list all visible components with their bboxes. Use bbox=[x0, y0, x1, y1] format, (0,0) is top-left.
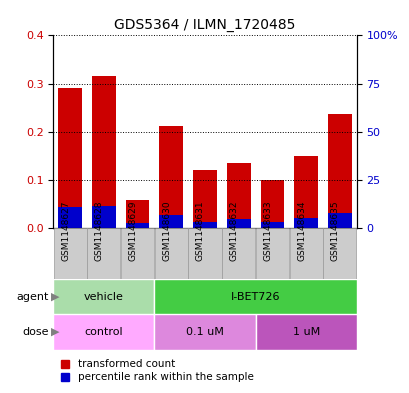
Text: GSM1148628: GSM1148628 bbox=[94, 200, 103, 261]
Text: GSM1148629: GSM1148629 bbox=[128, 200, 137, 261]
Bar bbox=[327, 213, 351, 228]
Bar bbox=[58, 207, 82, 228]
Text: GSM1148635: GSM1148635 bbox=[330, 200, 339, 261]
Bar bbox=[54, 228, 86, 279]
Bar bbox=[159, 126, 183, 228]
Text: 1 uM: 1 uM bbox=[292, 327, 319, 337]
Text: control: control bbox=[84, 327, 123, 337]
Bar bbox=[255, 228, 288, 279]
Bar bbox=[188, 228, 221, 279]
Bar bbox=[126, 223, 149, 228]
Bar bbox=[126, 200, 149, 228]
Bar bbox=[159, 215, 183, 228]
Text: GSM1148634: GSM1148634 bbox=[297, 200, 306, 261]
Bar bbox=[87, 228, 120, 279]
Text: GSM1148632: GSM1148632 bbox=[229, 200, 238, 261]
Text: dose: dose bbox=[22, 327, 49, 337]
Text: GSM1148630: GSM1148630 bbox=[162, 200, 171, 261]
Bar bbox=[260, 180, 283, 228]
Text: 0.1 uM: 0.1 uM bbox=[186, 327, 223, 337]
Text: vehicle: vehicle bbox=[84, 292, 124, 302]
Bar bbox=[327, 114, 351, 228]
Text: I-BET726: I-BET726 bbox=[230, 292, 280, 302]
Bar bbox=[92, 76, 115, 228]
Text: GSM1148631: GSM1148631 bbox=[196, 200, 204, 261]
Legend: transformed count, percentile rank within the sample: transformed count, percentile rank withi… bbox=[56, 355, 257, 386]
Bar bbox=[154, 279, 356, 314]
Bar bbox=[154, 228, 187, 279]
Bar bbox=[53, 279, 154, 314]
Text: agent: agent bbox=[17, 292, 49, 302]
Text: GDS5364 / ILMN_1720485: GDS5364 / ILMN_1720485 bbox=[114, 18, 295, 32]
Bar bbox=[294, 156, 317, 228]
Bar bbox=[255, 314, 356, 350]
Bar bbox=[193, 222, 216, 228]
Bar bbox=[294, 218, 317, 228]
Bar bbox=[323, 228, 355, 279]
Bar bbox=[226, 219, 250, 228]
Bar bbox=[121, 228, 154, 279]
Bar bbox=[154, 314, 255, 350]
Text: ▶: ▶ bbox=[51, 292, 60, 302]
Bar bbox=[92, 206, 115, 228]
Text: ▶: ▶ bbox=[51, 327, 60, 337]
Bar bbox=[58, 88, 82, 228]
Bar bbox=[289, 228, 322, 279]
Bar bbox=[193, 170, 216, 228]
Bar bbox=[260, 222, 283, 228]
Text: GSM1148633: GSM1148633 bbox=[263, 200, 272, 261]
Bar bbox=[226, 163, 250, 228]
Bar bbox=[222, 228, 255, 279]
Text: GSM1148627: GSM1148627 bbox=[61, 200, 70, 261]
Bar bbox=[53, 314, 154, 350]
